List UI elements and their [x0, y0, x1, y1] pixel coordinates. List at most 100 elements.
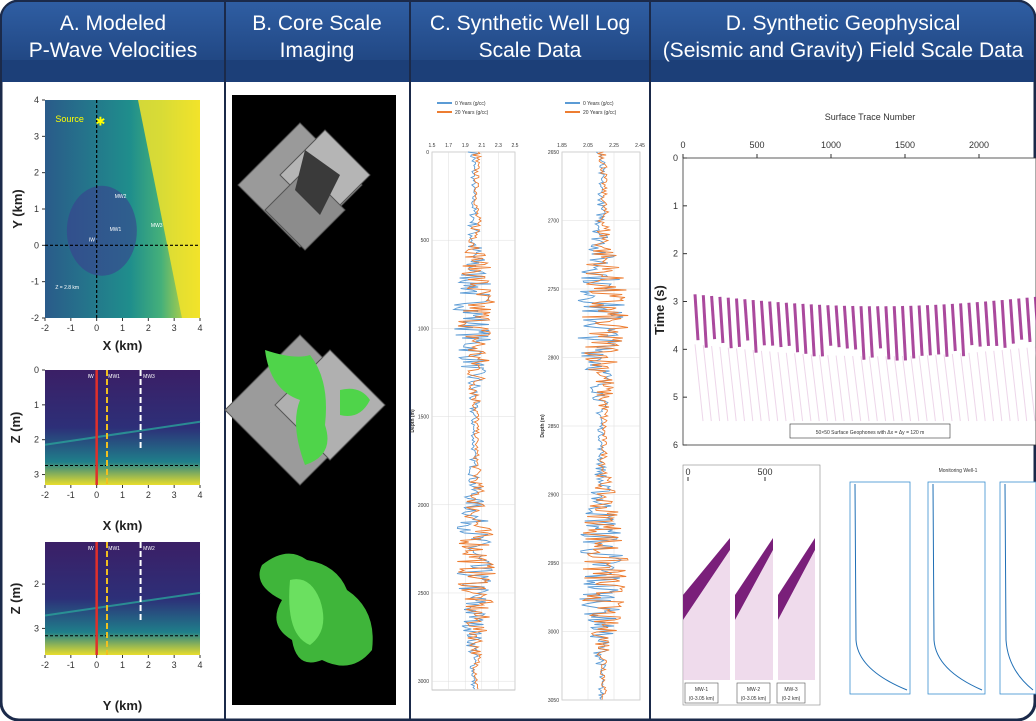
core-dark	[295, 150, 340, 215]
seismic-trace	[867, 306, 874, 358]
well-label: MW-2	[747, 687, 760, 693]
seismic-tail	[902, 355, 911, 422]
annotation: MW1	[110, 227, 122, 233]
seismic-tail	[694, 344, 704, 422]
gravity-curve	[1004, 483, 1034, 691]
x-tick-label: 500	[749, 140, 764, 150]
header-title: A. Modeled	[60, 12, 166, 35]
annotation: IW	[89, 238, 95, 244]
x-tick-label: 2000	[969, 140, 989, 150]
y-tick-label: 2	[34, 435, 39, 445]
seismic-tail	[910, 355, 920, 422]
y-axis-label: Time (s)	[652, 285, 667, 335]
seismic-tail	[819, 354, 828, 422]
seismic-tail	[893, 356, 903, 422]
seismic-trace	[925, 305, 932, 356]
annotation: Z = 2.8 km	[55, 285, 79, 291]
seismic-tail	[976, 352, 986, 422]
y-tick-label: 1	[34, 204, 39, 214]
y-tick-label: 1	[34, 400, 39, 410]
gravity-box	[849, 481, 911, 695]
seismic-tail	[752, 350, 762, 422]
x-tick-label: 0	[94, 490, 99, 500]
y-tick-label: 1	[673, 201, 678, 211]
seismic-trace	[942, 304, 949, 357]
seismic-tail	[810, 354, 820, 422]
seismic-tail	[951, 353, 961, 422]
y-tick-label: 2750	[548, 287, 559, 293]
y-axis-label: Z (m)	[8, 412, 23, 444]
header-title: C. Synthetic Well Log	[430, 12, 630, 35]
seismic-trace	[975, 302, 982, 347]
gather-fan	[735, 550, 773, 680]
y-tick-label: 4	[34, 95, 39, 105]
x-tick-label: 0	[685, 467, 690, 477]
y-tick-label: 3	[34, 470, 39, 480]
seismic-trace	[859, 306, 866, 360]
seismic-trace	[710, 295, 717, 340]
annotation: MW1	[108, 546, 120, 552]
x-tick-label: 4	[197, 490, 202, 500]
x-tick-label: 3	[172, 323, 177, 333]
seismic-tail	[760, 350, 770, 422]
annotation: MW2	[115, 194, 127, 200]
seismic-trace	[726, 297, 733, 349]
seismic-tail	[1026, 347, 1036, 422]
annotation: MW3	[151, 223, 163, 229]
seismic-trace	[934, 304, 941, 355]
seismic-trace	[1017, 298, 1024, 340]
y-tick-label: 500	[421, 238, 430, 244]
seismic-trace	[959, 303, 966, 357]
x-tick-label: 2.45	[635, 143, 645, 149]
x-tick-label: -1	[67, 660, 75, 670]
y-tick-label: 2650	[548, 150, 559, 156]
well-label-box	[684, 682, 719, 704]
y-tick-label: 2850	[548, 424, 559, 430]
seismic-trace	[876, 306, 883, 349]
y-tick-label: 1500	[418, 415, 429, 421]
seismic-trace	[793, 303, 800, 353]
seismic-tail	[835, 355, 845, 422]
x-tick-label: 2.1	[478, 143, 485, 149]
y-tick-label: 6	[673, 440, 678, 450]
x-tick-label: 3	[172, 490, 177, 500]
y-tick-label: 3050	[548, 698, 559, 704]
seismic-tail	[785, 352, 795, 422]
gather-wedge	[735, 538, 773, 620]
seismic-tail	[777, 352, 787, 422]
seismic-tail	[719, 346, 729, 422]
y-tick-label: 2950	[548, 561, 559, 567]
x-tick-label: 2	[146, 323, 151, 333]
well-label: (0-3.05 km)	[741, 696, 767, 702]
x-tick-label: -2	[41, 490, 49, 500]
y-tick-label: 2	[34, 579, 39, 589]
seismic-trace	[917, 305, 924, 356]
x-tick-label: 4	[197, 323, 202, 333]
seismic-tail	[868, 356, 878, 422]
seismic-trace	[834, 305, 841, 348]
x-tick-label: 1	[120, 490, 125, 500]
fluid-green	[265, 350, 328, 465]
y-tick-label: -2	[31, 313, 39, 323]
seismic-trace	[826, 305, 833, 346]
log-curve	[452, 151, 493, 690]
annotation: MW3	[143, 374, 155, 380]
x-tick-label: -1	[67, 323, 75, 333]
seismic-tail	[877, 356, 887, 422]
seismic-trace	[701, 295, 708, 348]
y-tick-label: 1000	[418, 326, 429, 332]
seismic-trace	[950, 303, 957, 352]
gravity-curve	[932, 483, 983, 691]
well-label: MW-1	[695, 687, 708, 693]
seismic-tail	[960, 353, 970, 422]
y-axis-label: Y (km)	[10, 189, 25, 229]
header-title: P-Wave Velocities	[29, 39, 197, 62]
x-tick-label: -1	[67, 490, 75, 500]
x-tick-label: 1.7	[445, 143, 452, 149]
header-title: Imaging	[280, 39, 355, 62]
seismic-tail	[993, 350, 1003, 422]
seismic-trace	[801, 303, 808, 354]
fluid-plume	[289, 579, 324, 645]
seismic-trace	[842, 305, 849, 349]
y-tick-label: 3000	[548, 630, 559, 636]
